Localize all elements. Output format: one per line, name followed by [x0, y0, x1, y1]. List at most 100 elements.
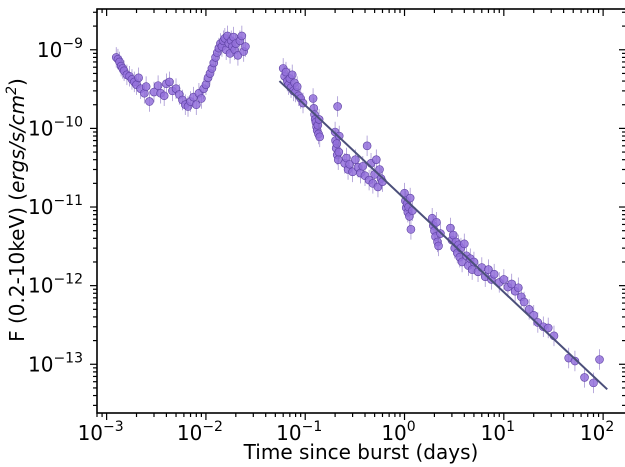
y-tick-exp: −12 — [53, 272, 83, 288]
data-point-marker — [514, 283, 523, 293]
fit-line — [278, 80, 608, 391]
x-tick-label: 101 — [481, 419, 515, 445]
data-point — [362, 135, 372, 157]
x-tick-label: 102 — [580, 419, 614, 445]
data-point-marker — [134, 73, 143, 83]
x-tick-label: 10−3 — [78, 419, 124, 445]
y-axis-label-exp: 2 — [4, 86, 20, 95]
data-point-marker — [333, 102, 342, 111]
data-point-marker — [153, 81, 163, 90]
x-tick-exp: −2 — [202, 419, 223, 435]
data-point-marker — [499, 275, 509, 284]
data-point-marker — [375, 165, 384, 174]
data-point-marker — [524, 305, 534, 314]
data-point-marker — [434, 241, 443, 251]
data-point — [333, 96, 342, 117]
x-tick-base: 10 — [276, 421, 301, 445]
data-point — [507, 273, 516, 295]
data-point-marker — [241, 42, 250, 51]
data-point-marker — [507, 279, 516, 289]
data-point-marker — [315, 132, 325, 142]
data-point-marker — [191, 100, 201, 110]
x-axis-ticks: 10−3 10−2 10−1 100 101 102 — [78, 9, 614, 445]
data-point — [524, 299, 534, 320]
data-point-marker — [292, 82, 302, 91]
data-point — [191, 94, 201, 115]
data-point-marker — [372, 155, 381, 164]
data-points — [111, 25, 604, 394]
x-tick-label: 10−2 — [177, 419, 223, 445]
data-point — [375, 159, 384, 180]
x-tick-base: 10 — [78, 421, 103, 445]
data-point-marker — [405, 193, 415, 203]
y-tick-label: 10−9 — [37, 36, 83, 62]
x-tick-exp: 0 — [407, 419, 416, 435]
y-axis-label: F (0.2-10keV) (ergs/s/cm2) — [4, 78, 29, 342]
y-tick-base: 10 — [37, 38, 62, 62]
x-tick-exp: −3 — [103, 419, 124, 435]
y-tick-base: 10 — [28, 195, 53, 219]
y-tick-label: 10−11 — [28, 193, 83, 219]
x-tick-exp: 1 — [506, 419, 515, 435]
data-point-marker — [460, 239, 469, 249]
x-tick-base: 10 — [381, 421, 406, 445]
data-point — [141, 76, 151, 97]
data-point — [241, 36, 250, 57]
data-point-marker — [406, 225, 416, 234]
data-point — [489, 263, 499, 285]
data-point-marker — [334, 147, 344, 157]
data-point-marker — [432, 217, 441, 227]
data-point-marker — [519, 297, 529, 307]
fit-line-layer — [278, 80, 608, 391]
data-point-marker — [484, 265, 493, 274]
y-tick-label: 10−13 — [28, 350, 83, 376]
y-tick-label: 10−12 — [28, 272, 83, 298]
y-axis-label-main: F (0.2-10keV) ( — [5, 193, 29, 342]
data-point — [159, 85, 169, 107]
y-tick-exp: −13 — [53, 350, 83, 366]
x-tick-label: 100 — [381, 419, 415, 445]
data-point-marker — [595, 355, 604, 364]
data-point-marker — [141, 82, 151, 91]
data-point — [237, 25, 247, 47]
data-point-marker — [570, 356, 580, 366]
data-point — [434, 235, 443, 257]
data-point — [570, 350, 580, 372]
plot-frame — [96, 8, 625, 414]
data-point — [595, 349, 604, 370]
data-point — [405, 187, 415, 209]
data-point-marker — [351, 155, 360, 164]
data-point — [372, 149, 381, 170]
data-point — [580, 367, 589, 388]
x-tick-base: 10 — [580, 421, 605, 445]
data-point-marker — [165, 77, 174, 87]
data-point-marker — [580, 373, 589, 382]
y-tick-base: 10 — [28, 116, 53, 140]
data-point-marker — [287, 70, 297, 80]
y-tick-base: 10 — [28, 274, 53, 298]
x-tick-base: 10 — [481, 421, 506, 445]
data-point-marker — [489, 269, 499, 279]
data-point-marker — [345, 159, 354, 169]
x-tick-exp: −1 — [302, 419, 323, 435]
minor-ticks — [93, 9, 625, 417]
y-tick-label: 10−10 — [28, 114, 83, 140]
x-tick-exp: 2 — [605, 419, 614, 435]
data-point — [457, 251, 467, 273]
data-point-marker — [197, 94, 206, 103]
data-point-marker — [145, 97, 154, 106]
data-point-marker — [308, 94, 318, 103]
y-axis-label-unit: ergs/s/cm — [5, 95, 29, 193]
y-tick-base: 10 — [28, 352, 53, 376]
y-tick-exp: −11 — [53, 193, 83, 209]
data-point-marker — [589, 378, 598, 388]
data-point — [519, 291, 529, 313]
data-point-marker — [237, 31, 247, 41]
y-axis-label-close: ) — [5, 78, 29, 86]
data-point-marker — [543, 323, 553, 333]
y-tick-exp: −10 — [53, 114, 83, 130]
data-point-marker — [362, 141, 372, 151]
data-point — [315, 126, 325, 148]
